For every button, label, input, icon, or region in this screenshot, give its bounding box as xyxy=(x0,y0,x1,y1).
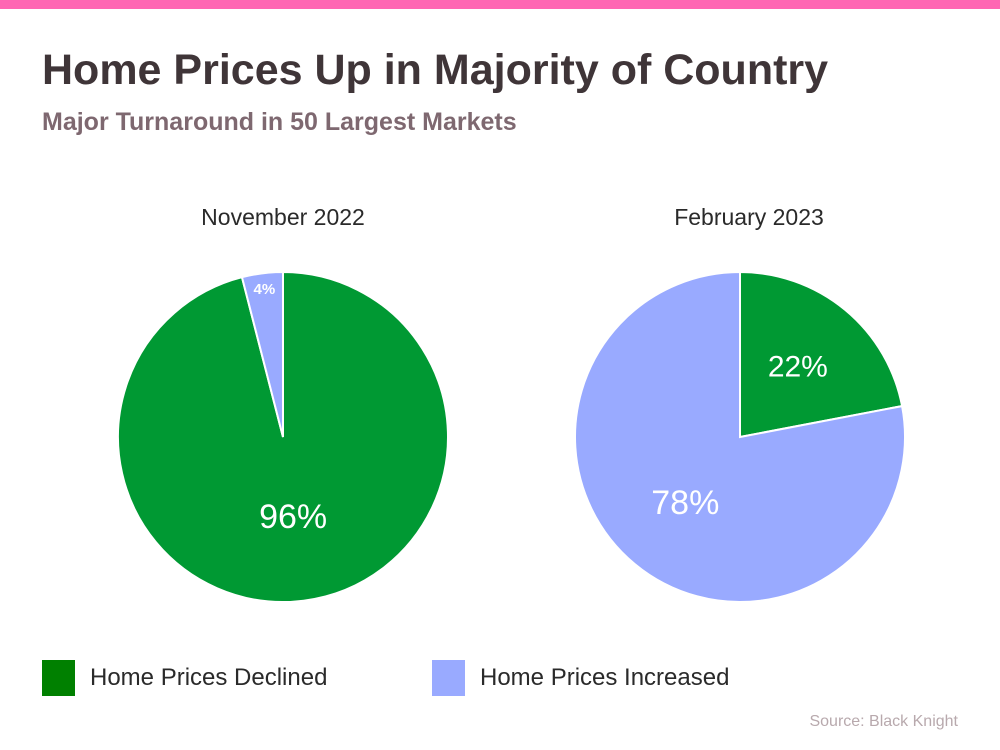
pie-slice-home-prices-increased-february-2023 xyxy=(574,270,906,603)
legend-label-increased: Home Prices Increased xyxy=(480,664,730,691)
slice-label-home-prices-increased-february-2023: 78% xyxy=(651,484,719,522)
pie-slice-home-prices-declined-february-2023 xyxy=(739,270,904,439)
legend-swatch-declined xyxy=(42,660,75,696)
accent-bar xyxy=(0,0,1000,9)
legend-item-increased: Home Prices Increased xyxy=(432,660,729,696)
pie-title-february-2023: February 2023 xyxy=(674,204,824,230)
slice-label-home-prices-declined-november-2022: 96% xyxy=(259,498,327,536)
source-note: Source: Black Knight xyxy=(809,713,958,730)
pie-slice-home-prices-increased-november-2022 xyxy=(240,270,284,438)
page-subtitle: Major Turnaround in 50 Largest Markets xyxy=(42,108,517,136)
pie-chart-november-2022: 96% 4% xyxy=(117,270,449,603)
legend-label-declined: Home Prices Declined xyxy=(90,664,328,691)
slice-label-home-prices-increased-november-2022: 4% xyxy=(254,281,276,298)
slice-label-home-prices-declined-february-2023: 22% xyxy=(768,351,828,384)
legend-swatch-increased xyxy=(432,660,465,696)
legend-item-declined: Home Prices Declined xyxy=(42,660,327,696)
page-title: Home Prices Up in Majority of Country xyxy=(42,46,829,94)
pie-title-november-2022: November 2022 xyxy=(201,204,365,230)
pie-chart-february-2023: 22% 78% xyxy=(574,270,906,603)
